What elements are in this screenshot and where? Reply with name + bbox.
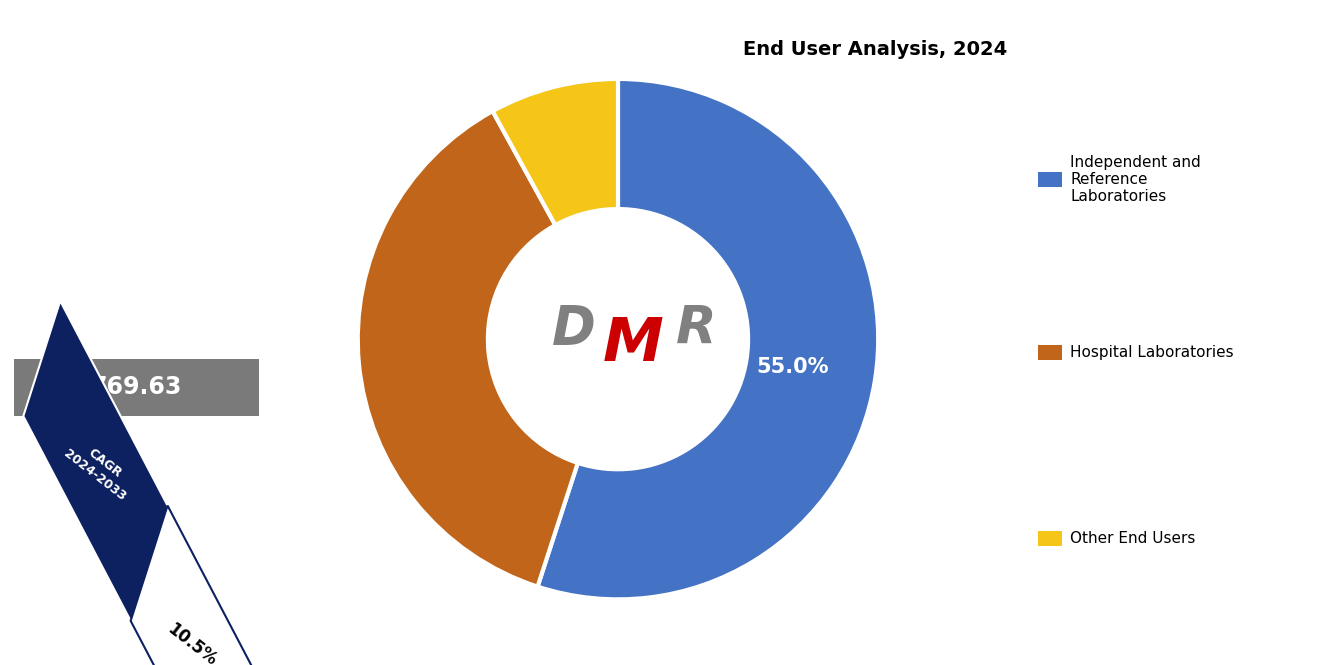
Text: Independent and
Reference
Laboratories: Independent and Reference Laboratories <box>1070 155 1201 204</box>
Text: Dimension: Dimension <box>57 53 215 80</box>
Text: D: D <box>552 303 595 354</box>
Text: CAGR
2024-2033: CAGR 2024-2033 <box>61 435 138 503</box>
FancyBboxPatch shape <box>13 359 259 416</box>
FancyBboxPatch shape <box>1038 345 1062 360</box>
Text: Research: Research <box>68 173 205 200</box>
Text: Other End Users: Other End Users <box>1070 531 1196 546</box>
Wedge shape <box>493 79 618 225</box>
FancyBboxPatch shape <box>1038 172 1062 187</box>
Text: 769.63: 769.63 <box>90 375 182 400</box>
Polygon shape <box>24 301 177 637</box>
FancyBboxPatch shape <box>1038 531 1062 546</box>
Text: End User Analysis, 2024: End User Analysis, 2024 <box>743 40 1007 59</box>
Wedge shape <box>537 79 878 599</box>
Polygon shape <box>130 505 254 665</box>
Text: Hospital Laboratories: Hospital Laboratories <box>1070 345 1233 360</box>
Text: 10.5%: 10.5% <box>163 620 221 665</box>
Wedge shape <box>358 111 578 587</box>
Text: Global Anatomic
Pathology Track and
trace Solution Market
Size
(USD Million), 20: Global Anatomic Pathology Track and trac… <box>51 237 222 329</box>
Text: Market: Market <box>84 113 189 140</box>
Text: R: R <box>675 303 716 354</box>
Text: M: M <box>603 315 664 374</box>
Text: 55.0%: 55.0% <box>756 357 829 377</box>
